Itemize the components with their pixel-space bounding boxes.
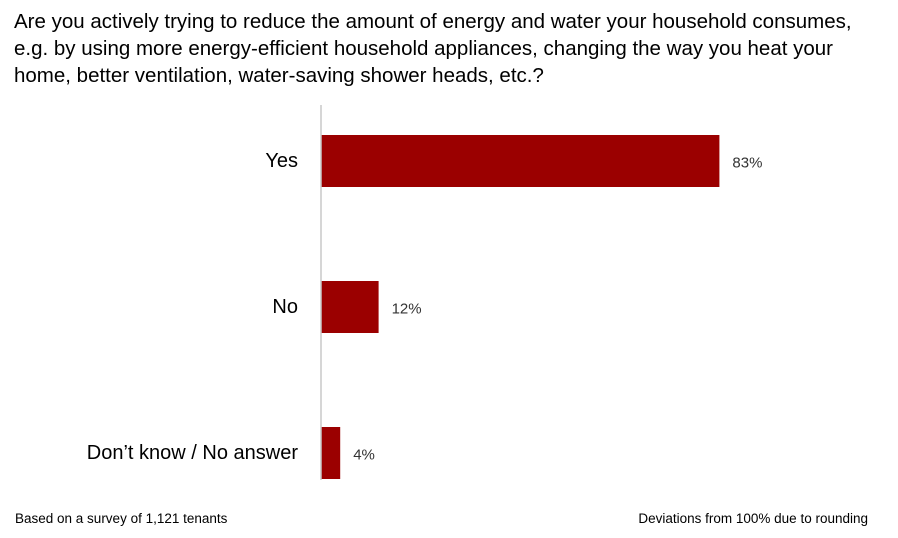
category-label-1: Yes bbox=[265, 150, 298, 172]
bar-3 bbox=[321, 427, 341, 479]
category-labels-group: Yes No Don’t know / No answer bbox=[87, 150, 299, 464]
value-label-1: 83% bbox=[732, 155, 762, 172]
bar-2 bbox=[321, 281, 379, 333]
rounding-note: Deviations from 100% due to rounding bbox=[638, 511, 868, 526]
bars-group bbox=[321, 135, 720, 479]
value-label-2: 12% bbox=[392, 301, 422, 318]
category-label-2: No bbox=[272, 296, 298, 318]
bar-1 bbox=[321, 135, 720, 187]
value-labels-group: 83% 12% 4% bbox=[353, 155, 762, 464]
category-label-3: Don’t know / No answer bbox=[87, 442, 299, 464]
survey-note: Based on a survey of 1,121 tenants bbox=[15, 511, 228, 526]
value-label-3: 4% bbox=[353, 447, 375, 464]
chart-title: Are you actively trying to reduce the am… bbox=[14, 10, 852, 87]
